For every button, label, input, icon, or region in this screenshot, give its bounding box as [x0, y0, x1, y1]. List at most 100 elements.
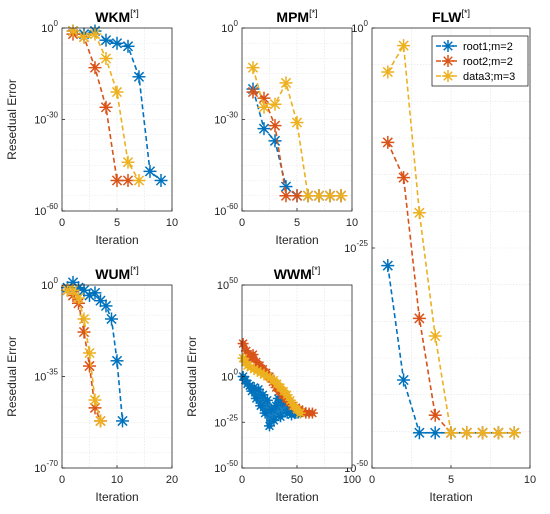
chart-title: WKM[*] [95, 8, 139, 25]
legend-item-root2: root2;m=2 [436, 55, 513, 68]
data-point [294, 407, 306, 419]
y-axis-label: Resedual Error [5, 79, 19, 160]
series-data3 [66, 24, 146, 187]
data-point [66, 275, 80, 289]
data-point [77, 312, 91, 326]
x-tick-label: 0 [59, 217, 65, 229]
data-point [268, 119, 282, 133]
x-tick-label: 5 [448, 474, 454, 486]
data-point [261, 394, 273, 406]
series-data3 [61, 283, 107, 428]
data-point [77, 30, 91, 44]
x-axis-label: Iteration [275, 490, 318, 504]
chart-title: WUM[*] [95, 265, 139, 282]
y-tick-label: 10-60 [214, 202, 238, 218]
data-point [132, 70, 146, 84]
x-tick-label: 0 [239, 217, 245, 229]
x-tick-label: 100 [343, 474, 361, 486]
panel-wkm: 0 5 10 100 10-30 10-60 WKM[*] Iteration Resedual… [5, 8, 178, 247]
data-point [110, 174, 124, 187]
x-axis-label: Iteration [429, 490, 472, 504]
data-point [255, 400, 267, 412]
data-point [301, 189, 315, 203]
legend-marker [442, 70, 454, 82]
y-tick-label: 100 [221, 19, 238, 35]
data-point [110, 36, 124, 50]
x-tick-label: 5 [114, 217, 120, 229]
data-point [121, 39, 135, 53]
data-point [412, 426, 426, 440]
data-point [72, 291, 85, 305]
data-point [323, 189, 337, 203]
data-point [381, 259, 395, 273]
legend: root1;m=2 root2;m=2 data3;m=3 [431, 35, 529, 87]
data-point [397, 373, 411, 387]
data-point [88, 27, 102, 41]
data-point [121, 155, 135, 169]
data-point [397, 171, 411, 185]
data-point [99, 100, 113, 114]
x-tick-label: 0 [59, 474, 65, 486]
x-axis-label: Iteration [95, 233, 138, 247]
data-point [476, 426, 490, 440]
data-point [143, 164, 157, 178]
data-point [116, 414, 129, 428]
y-tick-label: 100 [351, 19, 368, 35]
data-point [507, 426, 521, 440]
panel-wwm: 0 50 100 1050 100 10-25 10-50 WWM[*] Iteration Re… [185, 265, 361, 504]
data-point [88, 61, 102, 75]
data-point [77, 325, 91, 339]
data-point [257, 389, 269, 401]
x-tick-label: 0 [239, 474, 245, 486]
y-tick-label: 1050 [217, 276, 239, 292]
data-point [83, 359, 96, 373]
data-point [110, 85, 124, 99]
data-point [246, 61, 260, 75]
data-point [428, 329, 442, 343]
x-axis-label: Iteration [95, 490, 138, 504]
y-tick-label: 100 [41, 19, 58, 35]
series-data3 [381, 39, 521, 440]
data-point [257, 122, 271, 136]
y-tick-label: 10-70 [34, 459, 58, 475]
data-point [381, 135, 395, 149]
legend-marker [442, 55, 454, 67]
chart-title: WWM[*] [274, 265, 321, 282]
data-point [99, 299, 113, 313]
data-point [88, 286, 102, 300]
y-tick-label: 10-50 [214, 459, 238, 475]
data-point [83, 346, 96, 360]
data-point [246, 85, 260, 99]
data-point [290, 189, 304, 203]
legend-item-root1: root1;m=2 [436, 40, 513, 53]
y-tick-label: 10-30 [34, 111, 58, 127]
y-tick-label: 10-25 [214, 413, 238, 429]
legend-label: data3;m=3 [463, 71, 515, 83]
data-point [66, 24, 80, 38]
data-point [460, 426, 474, 440]
x-tick-label: 50 [291, 474, 303, 486]
y-axis-label: Resedual Error [185, 336, 199, 417]
y-tick-label: 10-25 [344, 239, 368, 255]
x-tick-label: 5 [294, 217, 300, 229]
data-point [279, 76, 293, 90]
x-tick-label: 0 [369, 474, 375, 486]
data-point [444, 426, 458, 440]
data-point [268, 134, 282, 148]
y-tick-label: 10-60 [34, 202, 58, 218]
panel-mpm: 0 5 10 100 10-30 10-60 MPM[*] Iteration [214, 8, 358, 247]
x-axis-label: Iteration [275, 233, 318, 247]
x-tick-label: 10 [111, 474, 123, 486]
data-point [154, 174, 168, 187]
data-point [99, 33, 113, 47]
x-tick-label: 20 [166, 474, 178, 486]
data-point [412, 206, 426, 220]
panel-flw: 0 5 1010010-2510-50FLW[*]Iterationroot1;m=… [344, 8, 536, 504]
data-point [312, 189, 326, 203]
y-axis-label: Resedual Error [5, 336, 19, 417]
data-point [88, 393, 102, 407]
series-data3 [246, 61, 348, 203]
data-point [257, 100, 271, 114]
data-point [290, 116, 304, 130]
